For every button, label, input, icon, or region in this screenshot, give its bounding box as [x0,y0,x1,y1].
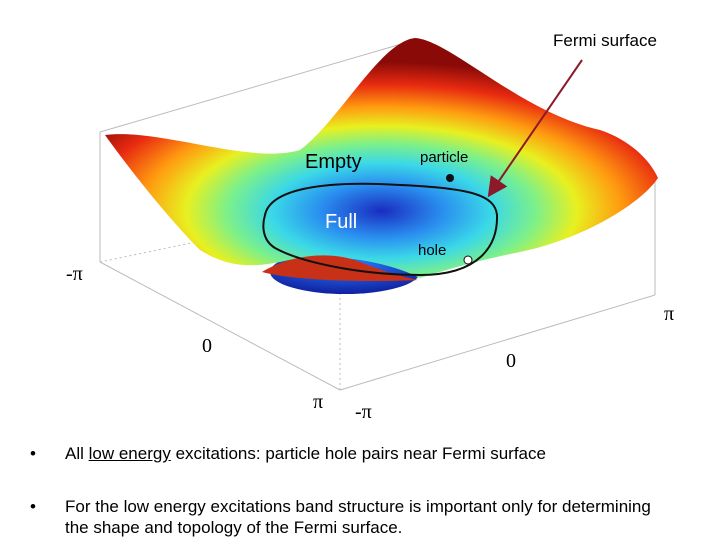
band-surface [105,38,658,278]
fermi-label: Fermi surface [553,31,657,50]
hole-dot [463,255,473,265]
bullet: • All low energy excitations: particle h… [30,444,546,463]
bullet-text: All [65,444,89,463]
axis-label: π [664,303,674,325]
fermi-arrow [487,59,583,198]
axis-label: 0 [506,350,516,372]
bullet-text: excitations: particle hole pairs near Fe… [170,444,546,463]
band-surface-plot: Fermi surface Empty particle Full hole -… [66,31,674,423]
bullet: • For the low energy excitations band st… [30,496,655,538]
particle-label: particle [420,149,468,166]
particle-dot [446,174,454,182]
axis-label: π [313,391,323,413]
full-label: Full [325,211,357,233]
bullet-underlined: low energy [88,444,171,463]
hole-label: hole [418,242,446,259]
bullet-text: For the low energy excitations band stru… [65,497,651,537]
empty-label: Empty [305,151,362,173]
axis-label: 0 [202,335,212,357]
fermi-contour [262,182,499,277]
axis-label: -π [66,263,83,285]
axis-label: -π [355,401,372,423]
